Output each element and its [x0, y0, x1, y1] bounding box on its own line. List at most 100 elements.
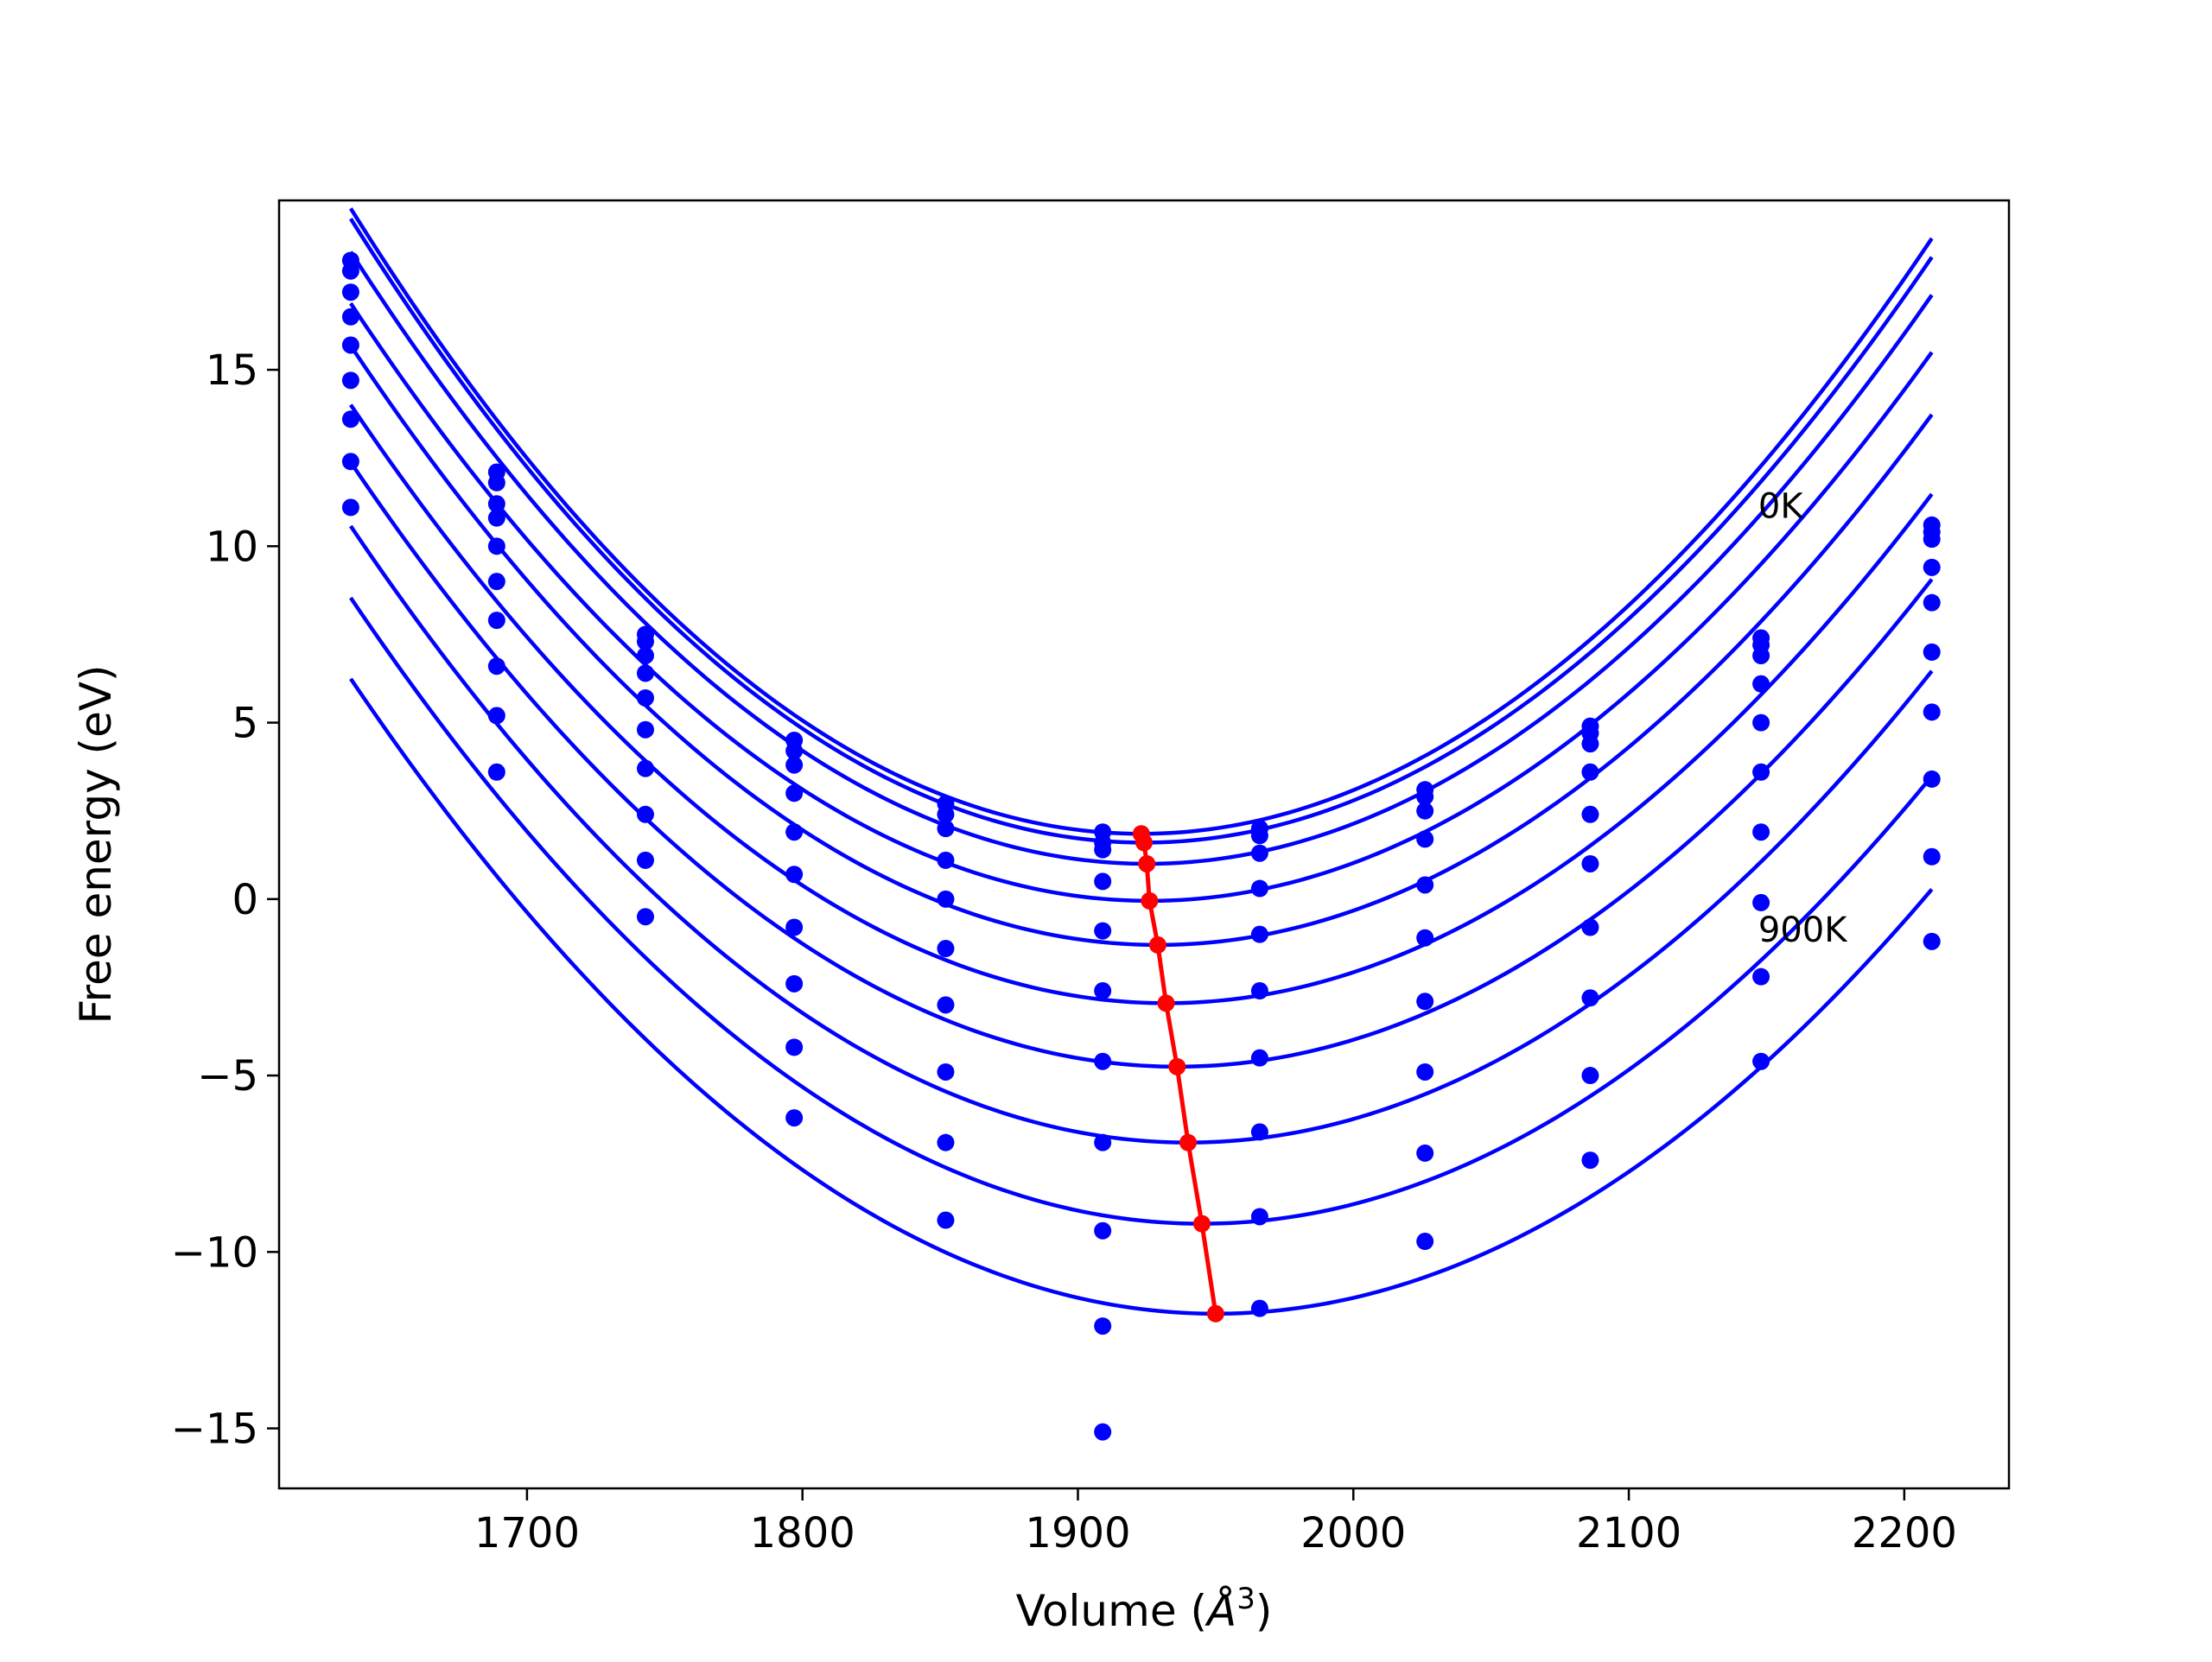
data-point-s9-6 — [1250, 1299, 1268, 1317]
data-point-s9-8 — [1581, 1151, 1599, 1170]
data-point-s4-2 — [636, 688, 654, 707]
data-point-s4-10 — [1923, 593, 1941, 612]
data-point-s6-8 — [1581, 918, 1599, 936]
data-point-s6-4 — [937, 996, 955, 1014]
data-point-s9-4 — [937, 1211, 955, 1229]
minima-line — [1139, 833, 1218, 1315]
data-point-s3-2 — [636, 664, 654, 682]
data-point-s6-5 — [1094, 1052, 1112, 1070]
data-point-s5-5 — [1094, 982, 1112, 1000]
data-point-s4-9 — [1752, 714, 1770, 732]
data-point-s7-6 — [1250, 1123, 1268, 1141]
x-axis-ticks: 1700 1800 1900 2000 2100 2200 — [474, 1488, 1957, 1557]
data-point-s5-10 — [1923, 643, 1941, 661]
x-axis-label: Volume (Å3) — [1016, 1582, 1273, 1636]
data-point-s5-1 — [487, 573, 505, 591]
y-axis-ticks: 15 10 5 0 −5 −10 −15 — [171, 346, 279, 1454]
data-point-s3-5 — [1094, 872, 1112, 891]
data-point-s5-4 — [937, 940, 955, 958]
data-point-s3-10 — [1923, 558, 1941, 576]
data-point-s8-9 — [1752, 967, 1770, 986]
data-point-s2-4 — [937, 820, 955, 838]
data-point-s8-4 — [937, 1133, 955, 1151]
data-point-s2-9 — [1752, 646, 1770, 664]
data-point-s5-6 — [1250, 982, 1268, 1000]
minimum-point-9 — [1206, 1304, 1224, 1323]
data-point-s1-1 — [487, 473, 505, 492]
data-point-s7-7 — [1416, 1063, 1434, 1081]
y-tick-label: 0 — [232, 876, 258, 924]
data-point-s4-6 — [1250, 925, 1268, 943]
x-tick-label: 2100 — [1576, 1509, 1681, 1557]
data-point-s7-9 — [1752, 893, 1770, 911]
data-point-s7-0 — [341, 453, 359, 471]
data-point-s5-9 — [1752, 763, 1770, 781]
minimum-point-1 — [1135, 834, 1153, 852]
data-point-s1-3 — [785, 742, 804, 760]
data-point-s2-10 — [1923, 530, 1941, 549]
data-point-s1-2 — [636, 632, 654, 650]
annotations: 0K 900K — [1758, 487, 1848, 950]
y-tick-label: −5 — [197, 1052, 258, 1101]
annotation-1: 900K — [1758, 910, 1848, 950]
data-point-s7-8 — [1581, 989, 1599, 1007]
data-point-s2-2 — [636, 646, 654, 664]
data-point-s8-8 — [1581, 1067, 1599, 1085]
data-point-s3-3 — [785, 784, 804, 802]
data-point-s2-0 — [341, 283, 359, 301]
data-point-s10-5 — [1094, 1423, 1112, 1441]
data-point-s6-2 — [636, 759, 654, 777]
data-point-s5-8 — [1581, 854, 1599, 872]
x-tick-label: 1700 — [474, 1509, 580, 1557]
data-point-s3-4 — [937, 851, 955, 869]
annotation-0: 0K — [1758, 487, 1804, 527]
data-point-s1-7 — [1416, 788, 1434, 806]
x-tick-label: 1900 — [1025, 1509, 1130, 1557]
data-point-s7-3 — [785, 974, 804, 993]
data-point-s9-1 — [487, 763, 505, 781]
data-point-s4-4 — [937, 890, 955, 908]
y-axis-label: Free energy (eV) — [71, 664, 121, 1024]
x-tick-label: 1800 — [750, 1509, 855, 1557]
data-point-s2-3 — [785, 756, 804, 774]
data-point-s9-9 — [1752, 1052, 1770, 1070]
minimum-point-6 — [1168, 1057, 1186, 1075]
minimum-point-7 — [1179, 1133, 1198, 1151]
minimum-point-3 — [1141, 891, 1159, 910]
data-point-s3-1 — [487, 509, 505, 527]
data-point-s4-0 — [341, 336, 359, 354]
data-point-s7-5 — [1094, 1133, 1112, 1151]
data-point-s8-2 — [636, 851, 654, 869]
fit-curve-8 — [349, 596, 1934, 1226]
data-point-s4-1 — [487, 537, 505, 555]
x-axis-label-exponent: 3 — [1236, 1582, 1255, 1616]
minimum-point-4 — [1148, 936, 1166, 954]
fit-curve-3 — [349, 301, 1934, 904]
data-point-s9-5 — [1094, 1317, 1112, 1335]
data-point-s3-7 — [1416, 830, 1434, 848]
fit-curve-0 — [348, 207, 1934, 836]
data-point-s1-6 — [1250, 827, 1268, 845]
fit-curve-2 — [349, 251, 1934, 866]
data-point-s5-7 — [1416, 929, 1434, 947]
data-point-s9-2 — [636, 908, 654, 926]
data-point-s8-10 — [1923, 847, 1941, 866]
y-tick-label: −10 — [171, 1228, 258, 1277]
fit-curve-7 — [349, 524, 1934, 1145]
data-point-s4-7 — [1416, 876, 1434, 894]
data-point-s2-8 — [1581, 735, 1599, 753]
fit-curves — [348, 207, 1934, 1316]
y-tick-label: −15 — [171, 1405, 258, 1454]
y-tick-label: 10 — [206, 523, 258, 571]
minimum-point-5 — [1157, 994, 1175, 1012]
data-point-s9-3 — [785, 1109, 804, 1127]
data-point-s8-0 — [341, 498, 359, 517]
fit-curve-5 — [349, 403, 1934, 1005]
data-points — [341, 251, 1941, 1441]
data-point-s3-9 — [1752, 675, 1770, 693]
data-point-s7-4 — [937, 1063, 955, 1081]
plot-frame — [277, 199, 2011, 1490]
data-point-s2-5 — [1094, 841, 1112, 859]
data-point-s3-6 — [1250, 879, 1268, 898]
